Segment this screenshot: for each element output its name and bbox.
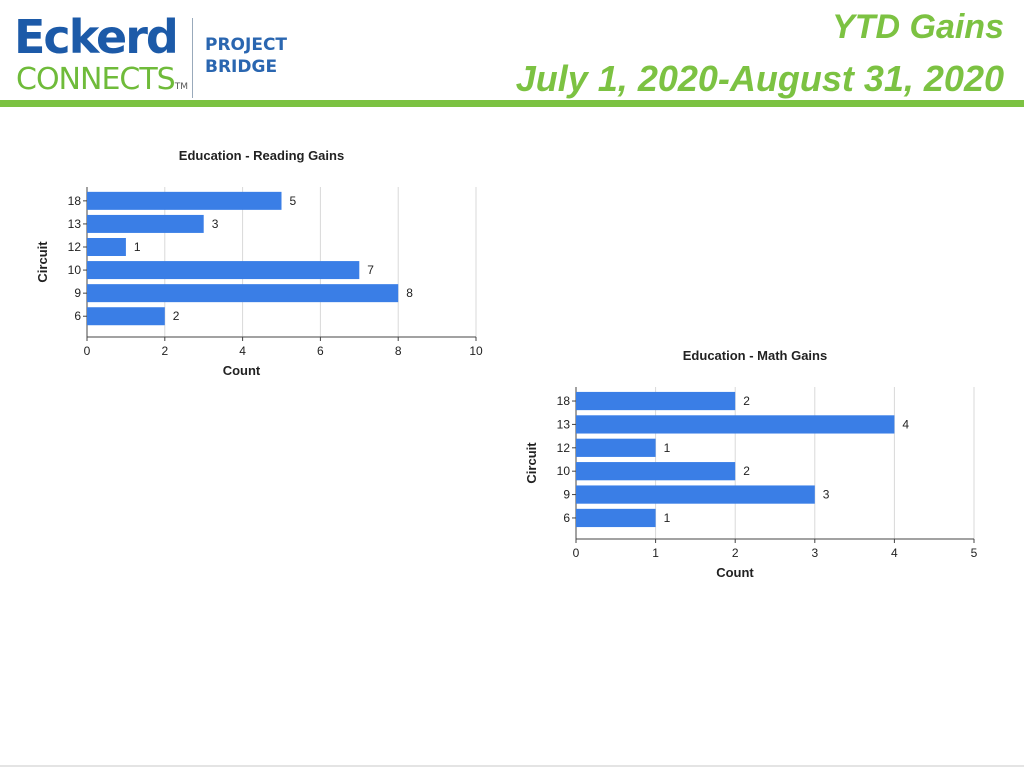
y-tick-label: 12 [68, 240, 82, 254]
bar [576, 391, 736, 411]
x-tick-label: 0 [84, 344, 91, 358]
chart-title: Education - Math Gains [683, 348, 827, 363]
x-tick-label: 3 [811, 546, 818, 560]
bar [576, 508, 656, 528]
bar [87, 214, 204, 233]
y-tick-label: 18 [68, 194, 82, 208]
bar [87, 261, 360, 280]
y-axis-label: Circuit [35, 241, 50, 283]
y-tick-label: 10 [557, 464, 571, 478]
logo-divider [192, 18, 193, 98]
x-tick-label: 1 [652, 546, 659, 560]
y-tick-label: 9 [74, 286, 81, 300]
data-label: 1 [134, 240, 141, 254]
header-rule [0, 100, 1024, 107]
y-tick-label: 18 [557, 394, 571, 408]
data-label: 4 [902, 417, 909, 431]
data-label: 2 [743, 464, 750, 478]
bar [576, 438, 656, 457]
bar [87, 307, 165, 326]
data-label: 8 [406, 286, 413, 300]
x-tick-label: 4 [239, 344, 246, 358]
logo-tm: TM [174, 82, 188, 92]
footer-rule [0, 765, 1024, 767]
data-label: 1 [664, 441, 671, 455]
data-label: 7 [367, 263, 374, 277]
data-label: 2 [173, 309, 180, 323]
data-label: 1 [664, 511, 671, 525]
logo-eckerd-text: Eckerd [14, 10, 179, 64]
x-tick-label: 2 [161, 344, 168, 358]
bar [576, 462, 736, 481]
y-tick-label: 10 [68, 263, 82, 277]
x-tick-label: 10 [469, 344, 483, 358]
y-tick-label: 6 [74, 309, 81, 323]
bar [87, 191, 282, 210]
x-tick-label: 5 [971, 546, 978, 560]
logo-project-bridge: PROJECT BRIDGE [205, 34, 287, 78]
y-tick-label: 6 [563, 511, 570, 525]
data-label: 5 [290, 194, 297, 208]
y-tick-label: 12 [557, 441, 571, 455]
bar [87, 284, 399, 303]
logo-connects-word: CONNECTS [16, 62, 176, 97]
chart-title: Education - Reading Gains [179, 148, 344, 163]
slide-subtitle: July 1, 2020-August 31, 2020 [515, 58, 1004, 99]
x-tick-label: 2 [732, 546, 739, 560]
x-axis-label: Count [223, 363, 261, 378]
x-tick-label: 4 [891, 546, 898, 560]
y-tick-label: 9 [563, 488, 570, 502]
logo-bridge-text: BRIDGE [205, 57, 278, 77]
logo-connects-text: CONNECTSTM [16, 64, 188, 103]
data-label: 3 [212, 217, 219, 231]
eckerd-connects-logo: Eckerd CONNECTSTM PROJECT BRIDGE [14, 12, 314, 100]
logo-project-text: PROJECT [205, 35, 288, 55]
x-tick-label: 6 [317, 344, 324, 358]
y-axis-label: Circuit [524, 442, 539, 484]
x-tick-label: 8 [395, 344, 402, 358]
bar [87, 238, 126, 256]
data-label: 2 [743, 394, 750, 408]
slide-header: Eckerd CONNECTSTM PROJECT BRIDGE YTD Gai… [0, 0, 1024, 110]
bar [576, 415, 895, 434]
data-label: 3 [823, 488, 830, 502]
slide-title: YTD Gains [832, 8, 1004, 46]
y-tick-label: 13 [68, 217, 82, 231]
x-axis-label: Count [716, 565, 754, 580]
bar [576, 485, 815, 504]
y-tick-label: 13 [557, 417, 571, 431]
x-tick-label: 0 [573, 546, 580, 560]
